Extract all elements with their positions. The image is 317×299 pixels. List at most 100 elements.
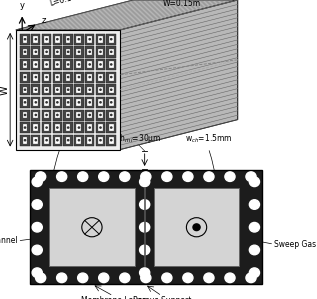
Bar (66, 124, 70, 131)
Bar (87, 99, 92, 106)
Bar (53, 72, 62, 83)
Bar (33, 74, 38, 80)
Bar (96, 46, 105, 57)
Bar (55, 49, 60, 55)
Bar (98, 74, 103, 80)
Circle shape (57, 172, 67, 181)
Circle shape (35, 127, 36, 128)
Bar (76, 112, 81, 118)
Bar (63, 135, 73, 146)
Circle shape (57, 51, 58, 52)
Circle shape (139, 222, 150, 232)
Circle shape (111, 64, 112, 65)
Circle shape (46, 39, 47, 40)
Bar (55, 86, 60, 93)
Bar (107, 84, 116, 95)
Bar (23, 124, 27, 131)
Bar (53, 109, 62, 120)
Circle shape (57, 64, 58, 65)
Bar (74, 109, 84, 120)
Bar (109, 86, 113, 93)
Bar (44, 137, 49, 144)
Text: W=0.15m: W=0.15m (163, 0, 201, 8)
Bar (74, 59, 84, 70)
Circle shape (162, 273, 172, 283)
Bar (23, 86, 27, 93)
Bar (85, 59, 94, 70)
Bar (74, 97, 84, 108)
Circle shape (46, 140, 47, 141)
Text: th$_{ml}$=30μm: th$_{ml}$=30μm (117, 132, 161, 145)
Circle shape (139, 177, 150, 187)
Bar (74, 34, 84, 45)
Bar (23, 99, 27, 106)
Circle shape (249, 245, 260, 255)
Bar (66, 36, 70, 43)
Circle shape (100, 102, 101, 103)
Bar (33, 112, 38, 118)
Bar (66, 112, 70, 118)
Circle shape (100, 77, 101, 78)
Bar (109, 137, 113, 144)
Circle shape (35, 114, 36, 115)
Bar (55, 74, 60, 80)
Circle shape (246, 172, 256, 181)
Bar (63, 84, 73, 95)
Bar (96, 34, 105, 45)
Circle shape (141, 273, 151, 283)
Text: w$_{ch}$=1.5mm: w$_{ch}$=1.5mm (185, 132, 232, 145)
Bar (85, 97, 94, 108)
Bar (87, 124, 92, 131)
Circle shape (32, 177, 42, 187)
Circle shape (68, 114, 69, 115)
Bar (23, 74, 27, 80)
Circle shape (111, 127, 112, 128)
Bar (76, 137, 81, 144)
Circle shape (111, 102, 112, 103)
Circle shape (32, 268, 42, 277)
Bar (107, 34, 116, 45)
Circle shape (68, 127, 69, 128)
Bar (96, 59, 105, 70)
Bar (53, 84, 62, 95)
Bar (98, 112, 103, 118)
Circle shape (68, 140, 69, 141)
Bar (87, 137, 92, 144)
Circle shape (24, 140, 26, 141)
Bar (53, 122, 62, 133)
Circle shape (183, 273, 193, 283)
Bar (74, 135, 84, 146)
Bar (63, 72, 73, 83)
Bar (23, 36, 27, 43)
Bar (42, 59, 51, 70)
Text: L=0.1625m: L=0.1625m (49, 0, 94, 7)
Circle shape (78, 77, 80, 78)
Bar (20, 109, 30, 120)
Circle shape (35, 89, 36, 90)
Circle shape (89, 114, 90, 115)
Bar (98, 86, 103, 93)
Bar (98, 49, 103, 55)
Circle shape (32, 245, 42, 255)
Circle shape (68, 102, 69, 103)
Bar (109, 99, 113, 106)
Bar (23, 137, 27, 144)
Bar (20, 34, 30, 45)
Circle shape (24, 64, 26, 65)
Circle shape (246, 273, 256, 283)
Bar (55, 36, 60, 43)
Bar (55, 61, 60, 68)
Bar (66, 74, 70, 80)
Bar (23, 61, 27, 68)
Circle shape (24, 77, 26, 78)
Bar (20, 84, 30, 95)
Bar (55, 124, 60, 131)
Bar (98, 137, 103, 144)
Circle shape (35, 102, 36, 103)
Circle shape (24, 127, 26, 128)
Circle shape (249, 177, 260, 187)
Circle shape (111, 51, 112, 52)
Bar (76, 124, 81, 131)
Circle shape (78, 140, 80, 141)
Bar (96, 72, 105, 83)
